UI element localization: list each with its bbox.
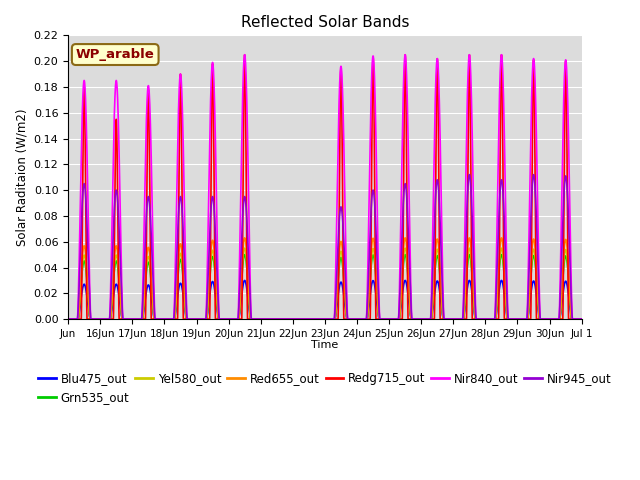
Yel580_out [64, 316, 72, 322]
Nir840_out [467, 62, 474, 68]
Yel580_out [397, 302, 404, 308]
Red655_out [444, 316, 452, 322]
Redg715_out [241, 52, 248, 58]
Nir840_out [153, 316, 161, 322]
Yel580_out [578, 316, 586, 322]
Nir840_out [459, 315, 467, 321]
Nir945_out [459, 316, 467, 322]
Blu475_out [578, 316, 586, 322]
Redg715_out [153, 316, 161, 322]
Nir840_out [407, 279, 415, 285]
Nir945_out [465, 172, 473, 178]
Nir945_out [396, 280, 404, 286]
Blu475_out [241, 277, 248, 283]
Blu475_out [467, 279, 474, 285]
Line: Redg715_out: Redg715_out [68, 55, 582, 319]
Nir945_out [444, 316, 451, 322]
Yel580_out [444, 316, 452, 322]
Grn535_out [407, 313, 415, 319]
Grn535_out [153, 316, 161, 322]
Y-axis label: Solar Raditaion (W/m2): Solar Raditaion (W/m2) [15, 108, 28, 246]
Blu475_out [64, 316, 72, 322]
Nir840_out [64, 316, 72, 322]
Nir945_out [467, 178, 474, 183]
Grn535_out [64, 316, 72, 322]
Red655_out [153, 316, 161, 322]
Grn535_out [467, 255, 474, 261]
Yel580_out [467, 249, 474, 254]
Redg715_out [578, 316, 586, 322]
Line: Yel580_out: Yel580_out [68, 248, 582, 319]
X-axis label: Time: Time [311, 340, 339, 350]
Line: Red655_out: Red655_out [68, 238, 582, 319]
Red655_out [459, 316, 467, 322]
Red655_out [241, 235, 248, 241]
Redg715_out [444, 316, 452, 322]
Redg715_out [407, 316, 415, 322]
Blu475_out [153, 316, 161, 322]
Title: Reflected Solar Bands: Reflected Solar Bands [241, 15, 409, 30]
Nir840_out [444, 316, 452, 322]
Nir840_out [241, 52, 248, 58]
Grn535_out [241, 252, 248, 257]
Line: Blu475_out: Blu475_out [68, 280, 582, 319]
Grn535_out [578, 316, 586, 322]
Blu475_out [459, 316, 467, 322]
Blu475_out [444, 316, 452, 322]
Line: Nir945_out: Nir945_out [68, 175, 582, 319]
Yel580_out [241, 245, 248, 251]
Line: Nir840_out: Nir840_out [68, 55, 582, 319]
Line: Grn535_out: Grn535_out [68, 254, 582, 319]
Grn535_out [444, 316, 452, 322]
Blu475_out [407, 314, 415, 320]
Legend: Blu475_out, Grn535_out, Yel580_out, Red655_out, Redg715_out, Nir840_out, Nir945_: Blu475_out, Grn535_out, Yel580_out, Red6… [33, 368, 616, 409]
Red655_out [397, 300, 404, 306]
Nir840_out [578, 316, 586, 322]
Red655_out [578, 316, 586, 322]
Yel580_out [153, 316, 161, 322]
Text: WP_arable: WP_arable [76, 48, 155, 61]
Yel580_out [459, 316, 467, 322]
Blu475_out [397, 309, 404, 314]
Nir945_out [578, 316, 586, 322]
Nir945_out [153, 316, 161, 322]
Redg715_out [459, 316, 467, 322]
Redg715_out [467, 108, 474, 113]
Grn535_out [397, 304, 404, 310]
Redg715_out [397, 316, 404, 322]
Nir945_out [407, 294, 415, 300]
Nir840_out [397, 238, 404, 244]
Nir945_out [64, 316, 72, 322]
Grn535_out [459, 316, 467, 322]
Yel580_out [407, 312, 415, 318]
Red655_out [64, 316, 72, 322]
Red655_out [467, 239, 474, 245]
Red655_out [407, 312, 415, 318]
Redg715_out [64, 316, 72, 322]
